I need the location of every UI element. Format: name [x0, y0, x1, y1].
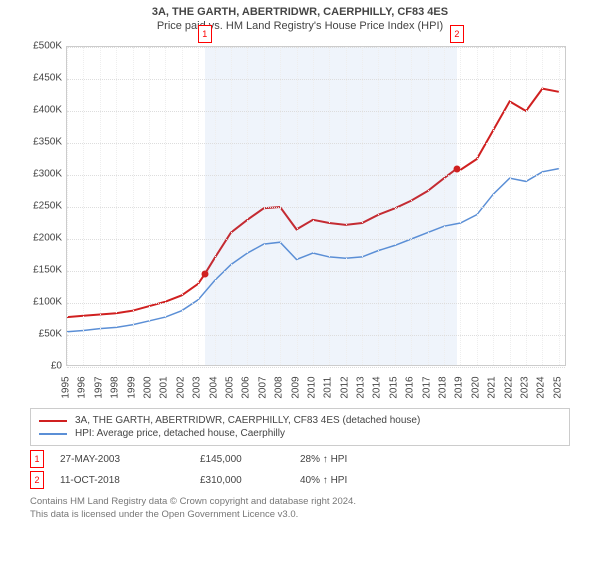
x-axis-label: 1995 [61, 376, 72, 398]
sale-marker-1: 1 [198, 25, 212, 43]
x-axis-label: 2008 [274, 376, 285, 398]
legend-swatch [39, 433, 67, 435]
sale-point-2 [453, 165, 460, 172]
footer-attribution: Contains HM Land Registry data © Crown c… [30, 495, 570, 522]
sale-number-box: 1 [30, 450, 44, 468]
sale-date: 27-MAY-2003 [60, 454, 200, 465]
x-axis-label: 2023 [520, 376, 531, 398]
plot-area: 12 [66, 46, 566, 366]
legend-swatch [39, 420, 67, 422]
x-axis-label: 2000 [142, 376, 153, 398]
legend: 3A, THE GARTH, ABERTRIDWR, CAERPHILLY, C… [30, 408, 570, 446]
sale-price: £145,000 [200, 454, 300, 465]
chart-container: 3A, THE GARTH, ABERTRIDWR, CAERPHILLY, C… [0, 6, 600, 566]
x-axis-label: 2022 [503, 376, 514, 398]
y-axis-label: £450K [20, 73, 62, 84]
y-axis-label: £0 [20, 361, 62, 372]
x-axis-label: 2007 [257, 376, 268, 398]
y-axis-label: £400K [20, 105, 62, 116]
sale-row: 1 27-MAY-2003£145,00028% ↑ HPI [30, 450, 570, 468]
x-axis-label: 2014 [372, 376, 383, 398]
x-axis-label: 2003 [192, 376, 203, 398]
y-axis-label: £200K [20, 233, 62, 244]
sale-date: 11-OCT-2018 [60, 475, 200, 486]
x-axis-label: 2025 [552, 376, 563, 398]
x-axis-label: 2018 [438, 376, 449, 398]
y-axis-label: £500K [20, 41, 62, 52]
x-axis-label: 1997 [93, 376, 104, 398]
sale-diff: 28% ↑ HPI [300, 454, 400, 465]
sale-diff: 40% ↑ HPI [300, 475, 400, 486]
x-axis-label: 2013 [356, 376, 367, 398]
sales-table: 1 27-MAY-2003£145,00028% ↑ HPI 2 11-OCT-201… [30, 450, 570, 489]
x-axis-label: 2021 [487, 376, 498, 398]
footer-line-1: Contains HM Land Registry data © Crown c… [30, 495, 570, 508]
sale-point-1 [201, 271, 208, 278]
footer-line-2: This data is licensed under the Open Gov… [30, 508, 570, 521]
x-axis-label: 1996 [77, 376, 88, 398]
y-axis-label: £50K [20, 329, 62, 340]
x-axis-label: 2006 [241, 376, 252, 398]
x-axis-label: 2017 [421, 376, 432, 398]
y-axis-label: £250K [20, 201, 62, 212]
legend-item: HPI: Average price, detached house, Caer… [39, 428, 561, 439]
x-axis-label: 2011 [323, 377, 334, 399]
y-axis-label: £100K [20, 297, 62, 308]
x-axis-label: 2001 [159, 376, 170, 398]
x-axis-label: 2004 [208, 376, 219, 398]
x-axis-label: 2016 [405, 376, 416, 398]
sale-number-box: 2 [30, 471, 44, 489]
x-axis-label: 2002 [175, 376, 186, 398]
x-axis-label: 1999 [126, 376, 137, 398]
x-axis-label: 2020 [470, 376, 481, 398]
x-axis-label: 2015 [388, 376, 399, 398]
legend-label: 3A, THE GARTH, ABERTRIDWR, CAERPHILLY, C… [75, 415, 420, 426]
y-axis-label: £350K [20, 137, 62, 148]
x-axis-label: 2012 [339, 376, 350, 398]
y-axis-label: £300K [20, 169, 62, 180]
x-axis-label: 2024 [536, 376, 547, 398]
y-axis-label: £150K [20, 265, 62, 276]
x-axis-label: 2010 [306, 376, 317, 398]
x-axis-label: 2005 [224, 376, 235, 398]
x-axis-label: 1998 [110, 376, 121, 398]
sale-row: 2 11-OCT-2018£310,00040% ↑ HPI [30, 471, 570, 489]
chart-title: 3A, THE GARTH, ABERTRIDWR, CAERPHILLY, C… [0, 6, 600, 18]
legend-label: HPI: Average price, detached house, Caer… [75, 428, 285, 439]
chart-subtitle: Price paid vs. HM Land Registry's House … [0, 20, 600, 32]
chart-area: 12 £0 £50K £100K £150K £200K £250K £300K £350K £… [20, 42, 580, 402]
legend-item: 3A, THE GARTH, ABERTRIDWR, CAERPHILLY, C… [39, 415, 561, 426]
x-axis-label: 2009 [290, 376, 301, 398]
x-axis-label: 2019 [454, 376, 465, 398]
sale-price: £310,000 [200, 475, 300, 486]
sale-marker-2: 2 [450, 25, 464, 43]
